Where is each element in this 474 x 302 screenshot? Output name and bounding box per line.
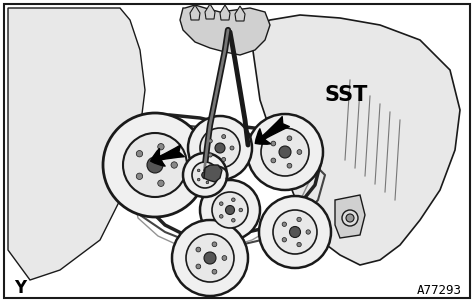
Circle shape bbox=[103, 113, 207, 217]
Circle shape bbox=[215, 143, 225, 153]
Circle shape bbox=[197, 178, 200, 181]
Text: A77293: A77293 bbox=[417, 284, 462, 297]
Circle shape bbox=[247, 114, 323, 190]
Circle shape bbox=[200, 180, 260, 240]
Circle shape bbox=[211, 174, 214, 176]
Circle shape bbox=[204, 252, 216, 264]
Circle shape bbox=[239, 208, 243, 212]
Circle shape bbox=[158, 143, 164, 150]
Circle shape bbox=[188, 116, 252, 180]
Circle shape bbox=[208, 139, 212, 143]
Circle shape bbox=[196, 247, 201, 252]
Circle shape bbox=[230, 146, 234, 150]
Circle shape bbox=[282, 222, 286, 226]
Circle shape bbox=[208, 153, 212, 157]
Polygon shape bbox=[335, 195, 365, 238]
Circle shape bbox=[297, 242, 301, 247]
Circle shape bbox=[226, 205, 235, 214]
Circle shape bbox=[212, 192, 248, 228]
Circle shape bbox=[200, 128, 240, 168]
Circle shape bbox=[222, 157, 226, 161]
Circle shape bbox=[197, 169, 200, 172]
Circle shape bbox=[212, 242, 217, 247]
Circle shape bbox=[346, 214, 354, 222]
Circle shape bbox=[306, 230, 310, 234]
Circle shape bbox=[261, 128, 309, 176]
Circle shape bbox=[212, 269, 217, 274]
Polygon shape bbox=[235, 6, 245, 21]
Circle shape bbox=[196, 264, 201, 269]
Circle shape bbox=[219, 214, 223, 218]
Circle shape bbox=[297, 217, 301, 222]
Polygon shape bbox=[220, 5, 230, 20]
Circle shape bbox=[231, 198, 235, 201]
Circle shape bbox=[147, 157, 163, 173]
Circle shape bbox=[282, 238, 286, 242]
Circle shape bbox=[202, 172, 208, 178]
Circle shape bbox=[136, 150, 143, 157]
Circle shape bbox=[206, 181, 209, 184]
Circle shape bbox=[158, 180, 164, 186]
Circle shape bbox=[171, 162, 177, 168]
Polygon shape bbox=[8, 8, 145, 280]
Polygon shape bbox=[190, 5, 200, 20]
Circle shape bbox=[279, 146, 291, 158]
Circle shape bbox=[290, 226, 301, 237]
Text: Y: Y bbox=[14, 279, 26, 297]
Circle shape bbox=[183, 153, 227, 197]
Circle shape bbox=[271, 141, 276, 146]
Polygon shape bbox=[204, 165, 222, 182]
Circle shape bbox=[231, 218, 235, 222]
Circle shape bbox=[342, 210, 358, 226]
Text: SST: SST bbox=[325, 85, 368, 105]
Polygon shape bbox=[250, 15, 460, 265]
Circle shape bbox=[297, 149, 302, 154]
Circle shape bbox=[206, 166, 209, 169]
Circle shape bbox=[271, 158, 276, 163]
Circle shape bbox=[172, 220, 248, 296]
Circle shape bbox=[222, 135, 226, 139]
Circle shape bbox=[259, 196, 331, 268]
Circle shape bbox=[192, 162, 218, 188]
Circle shape bbox=[273, 210, 317, 254]
Circle shape bbox=[136, 173, 143, 179]
Circle shape bbox=[123, 133, 187, 197]
Circle shape bbox=[219, 202, 223, 205]
Polygon shape bbox=[205, 4, 215, 19]
Circle shape bbox=[287, 163, 292, 168]
Polygon shape bbox=[180, 5, 270, 55]
Circle shape bbox=[186, 234, 234, 282]
Circle shape bbox=[287, 136, 292, 141]
Circle shape bbox=[222, 255, 227, 260]
